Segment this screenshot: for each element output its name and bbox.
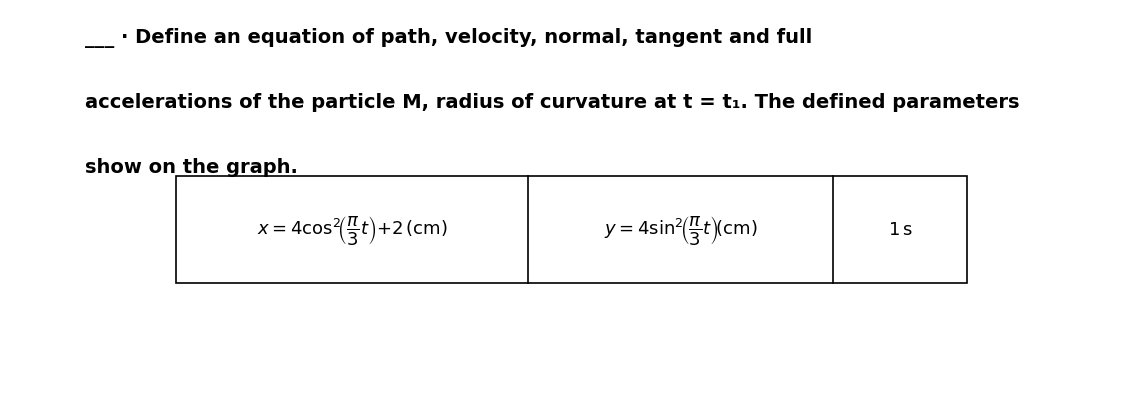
Text: accelerations of the particle M, radius of curvature at t = t₁. The defined para: accelerations of the particle M, radius … xyxy=(85,93,1020,112)
Text: $1\,\mathrm{s}$: $1\,\mathrm{s}$ xyxy=(888,221,913,239)
Text: $x{=}4\cos^2\!\!\left(\dfrac{\pi}{3}t\right){+}2\,\mathrm{(cm)}$: $x{=}4\cos^2\!\!\left(\dfrac{\pi}{3}t\ri… xyxy=(257,213,447,246)
Text: show on the graph.: show on the graph. xyxy=(85,158,298,177)
Text: $y{=}4\sin^2\!\!\left(\dfrac{\pi}{3}t\right)\!\mathrm{(cm)}$: $y{=}4\sin^2\!\!\left(\dfrac{\pi}{3}t\ri… xyxy=(604,213,758,246)
Text: ___ · Define an equation of path, velocity, normal, tangent and full: ___ · Define an equation of path, veloci… xyxy=(85,28,813,48)
